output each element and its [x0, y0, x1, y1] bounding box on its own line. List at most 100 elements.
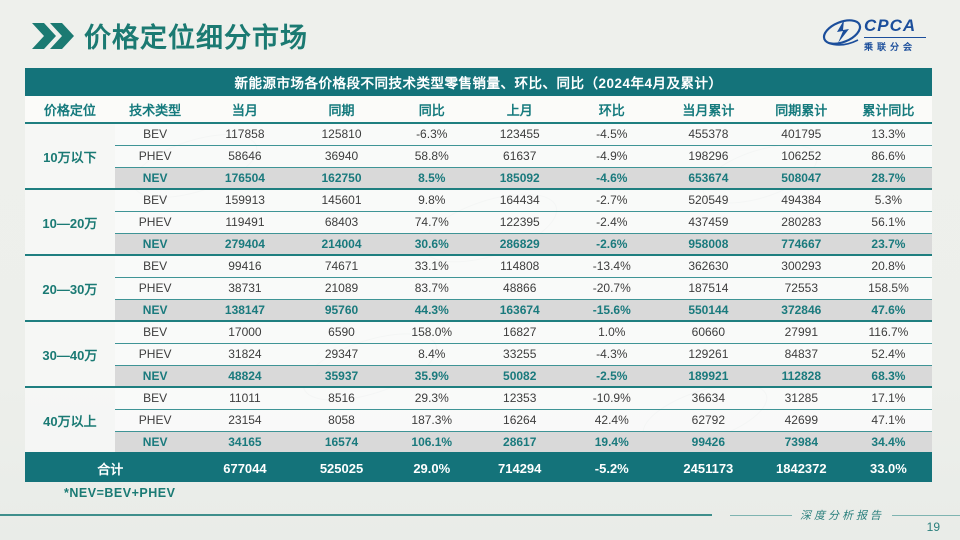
value-cell: 34165 — [195, 430, 295, 453]
value-cell: 42699 — [757, 408, 845, 431]
value-cell: 60660 — [658, 321, 758, 343]
value-cell: 74671 — [294, 255, 389, 277]
value-cell: 50082 — [474, 364, 565, 387]
price-segment-table: 价格定位 技术类型 当月 同期 同比 上月 环比 当月累计 同期累计 累计同比 10万以下 BEV 1… — [25, 96, 932, 482]
value-cell: 68.3% — [844, 364, 932, 387]
value-cell: 56.1% — [844, 210, 932, 233]
value-cell: 455378 — [658, 123, 758, 145]
value-cell: 20.8% — [844, 255, 932, 277]
value-cell: 187514 — [658, 276, 758, 299]
price-segment-label: 30—40万 — [25, 321, 115, 387]
value-cell: 106252 — [757, 144, 845, 167]
value-cell: 125810 — [294, 123, 389, 145]
value-cell: 8.5% — [388, 166, 475, 189]
value-cell: 27991 — [757, 321, 845, 343]
table-row: NEV 48824 35937 35.9% 50082 -2.5% 189921 112828… — [25, 364, 932, 387]
footer-label: 深度分析报告 — [800, 510, 884, 522]
value-cell: 33.1% — [388, 255, 475, 277]
value-cell: 774667 — [757, 232, 845, 255]
tech-type-cell: PHEV — [114, 276, 196, 299]
footnote: *NEV=BEV+PHEV — [64, 486, 176, 500]
value-cell: 58646 — [195, 144, 295, 167]
price-segment-label: 10万以下 — [25, 123, 115, 189]
tech-type-cell: NEV — [114, 166, 196, 189]
column-header: 累计同比 — [844, 96, 932, 124]
table-row: 40万以上 BEV 11011 8516 29.3% 12353 -10.9% 36634 31… — [25, 387, 932, 453]
value-cell: 12353 — [474, 387, 565, 409]
tech-type-cell: BEV — [114, 387, 196, 409]
total-value-cell: 525025 — [294, 452, 389, 482]
value-cell: 958008 — [658, 232, 758, 255]
value-cell: 5.3% — [844, 189, 932, 211]
value-cell: 11011 — [195, 387, 295, 409]
page-title: 价格定位细分市场 — [84, 23, 308, 53]
column-header: 当月 — [195, 96, 295, 124]
value-cell: 1.0% — [564, 321, 659, 343]
table-row: 20—30万 BEV 99416 74671 33.1% 114808 -13.4% 3626… — [25, 255, 932, 321]
double-chevron-icon — [30, 21, 74, 51]
value-cell: 112828 — [757, 364, 845, 387]
table-row: NEV 34165 16574 106.1% 28617 19.4% 99426 73984 3… — [25, 430, 932, 453]
value-cell: -15.6% — [564, 298, 659, 321]
value-cell: 17.1% — [844, 387, 932, 409]
value-cell: 159913 — [195, 189, 295, 211]
tech-type-cell: BEV — [114, 123, 196, 145]
value-cell: 437459 — [658, 210, 758, 233]
value-cell: 29347 — [294, 342, 389, 365]
value-cell: 114808 — [474, 255, 565, 277]
table-row: NEV 138147 95760 44.3% 163674 -15.6% 550144 372… — [25, 298, 932, 321]
value-cell: 31285 — [757, 387, 845, 409]
value-cell: 16574 — [294, 430, 389, 453]
value-cell: 163674 — [474, 298, 565, 321]
tech-type-cell: BEV — [114, 189, 196, 211]
value-cell: 28617 — [474, 430, 565, 453]
value-cell: -2.6% — [564, 232, 659, 255]
value-cell: 34.4% — [844, 430, 932, 453]
table-row: PHEV 119491 68403 74.7% 122395 -2.4% 437459 280… — [25, 210, 932, 233]
tech-type-cell: PHEV — [114, 342, 196, 365]
value-cell: -10.9% — [564, 387, 659, 409]
tech-type-cell: PHEV — [114, 408, 196, 431]
column-header: 同期累计 — [757, 96, 845, 124]
value-cell: -2.4% — [564, 210, 659, 233]
value-cell: 74.7% — [388, 210, 475, 233]
value-cell: 29.3% — [388, 387, 475, 409]
value-cell: 372846 — [757, 298, 845, 321]
data-table-section: 新能源市场各价格段不同技术类型零售销量、环比、同比（2024年4月及累计） 价格… — [25, 68, 932, 482]
logo-brand-subtext: 乘联分会 — [864, 42, 917, 52]
total-value-cell: 714294 — [474, 452, 565, 482]
total-value-cell: 33.0% — [844, 452, 932, 482]
value-cell: -2.5% — [564, 364, 659, 387]
value-cell: 44.3% — [388, 298, 475, 321]
value-cell: 6590 — [294, 321, 389, 343]
value-cell: 17000 — [195, 321, 295, 343]
value-cell: 508047 — [757, 166, 845, 189]
value-cell: 36940 — [294, 144, 389, 167]
value-cell: 550144 — [658, 298, 758, 321]
value-cell: 117858 — [195, 123, 295, 145]
total-value-cell: 1842372 — [757, 452, 845, 482]
page-header: 价格定位细分市场 — [30, 16, 308, 55]
value-cell: 47.6% — [844, 298, 932, 321]
table-row: PHEV 31824 29347 8.4% 33255 -4.3% 129261 84837 5… — [25, 342, 932, 365]
total-label: 合计 — [25, 452, 196, 482]
value-cell: 145601 — [294, 189, 389, 211]
tech-type-cell: NEV — [114, 232, 196, 255]
value-cell: 138147 — [195, 298, 295, 321]
column-header: 当月累计 — [658, 96, 758, 124]
value-cell: 58.8% — [388, 144, 475, 167]
value-cell: 189921 — [658, 364, 758, 387]
value-cell: 158.5% — [844, 276, 932, 299]
bottom-rule: 深度分析报告 — [0, 507, 960, 523]
value-cell: 300293 — [757, 255, 845, 277]
value-cell: 214004 — [294, 232, 389, 255]
value-cell: -20.7% — [564, 276, 659, 299]
value-cell: 9.8% — [388, 189, 475, 211]
value-cell: 279404 — [195, 232, 295, 255]
value-cell: 8516 — [294, 387, 389, 409]
value-cell: 28.7% — [844, 166, 932, 189]
value-cell: 176504 — [195, 166, 295, 189]
value-cell: -4.5% — [564, 123, 659, 145]
tech-type-cell: NEV — [114, 430, 196, 453]
